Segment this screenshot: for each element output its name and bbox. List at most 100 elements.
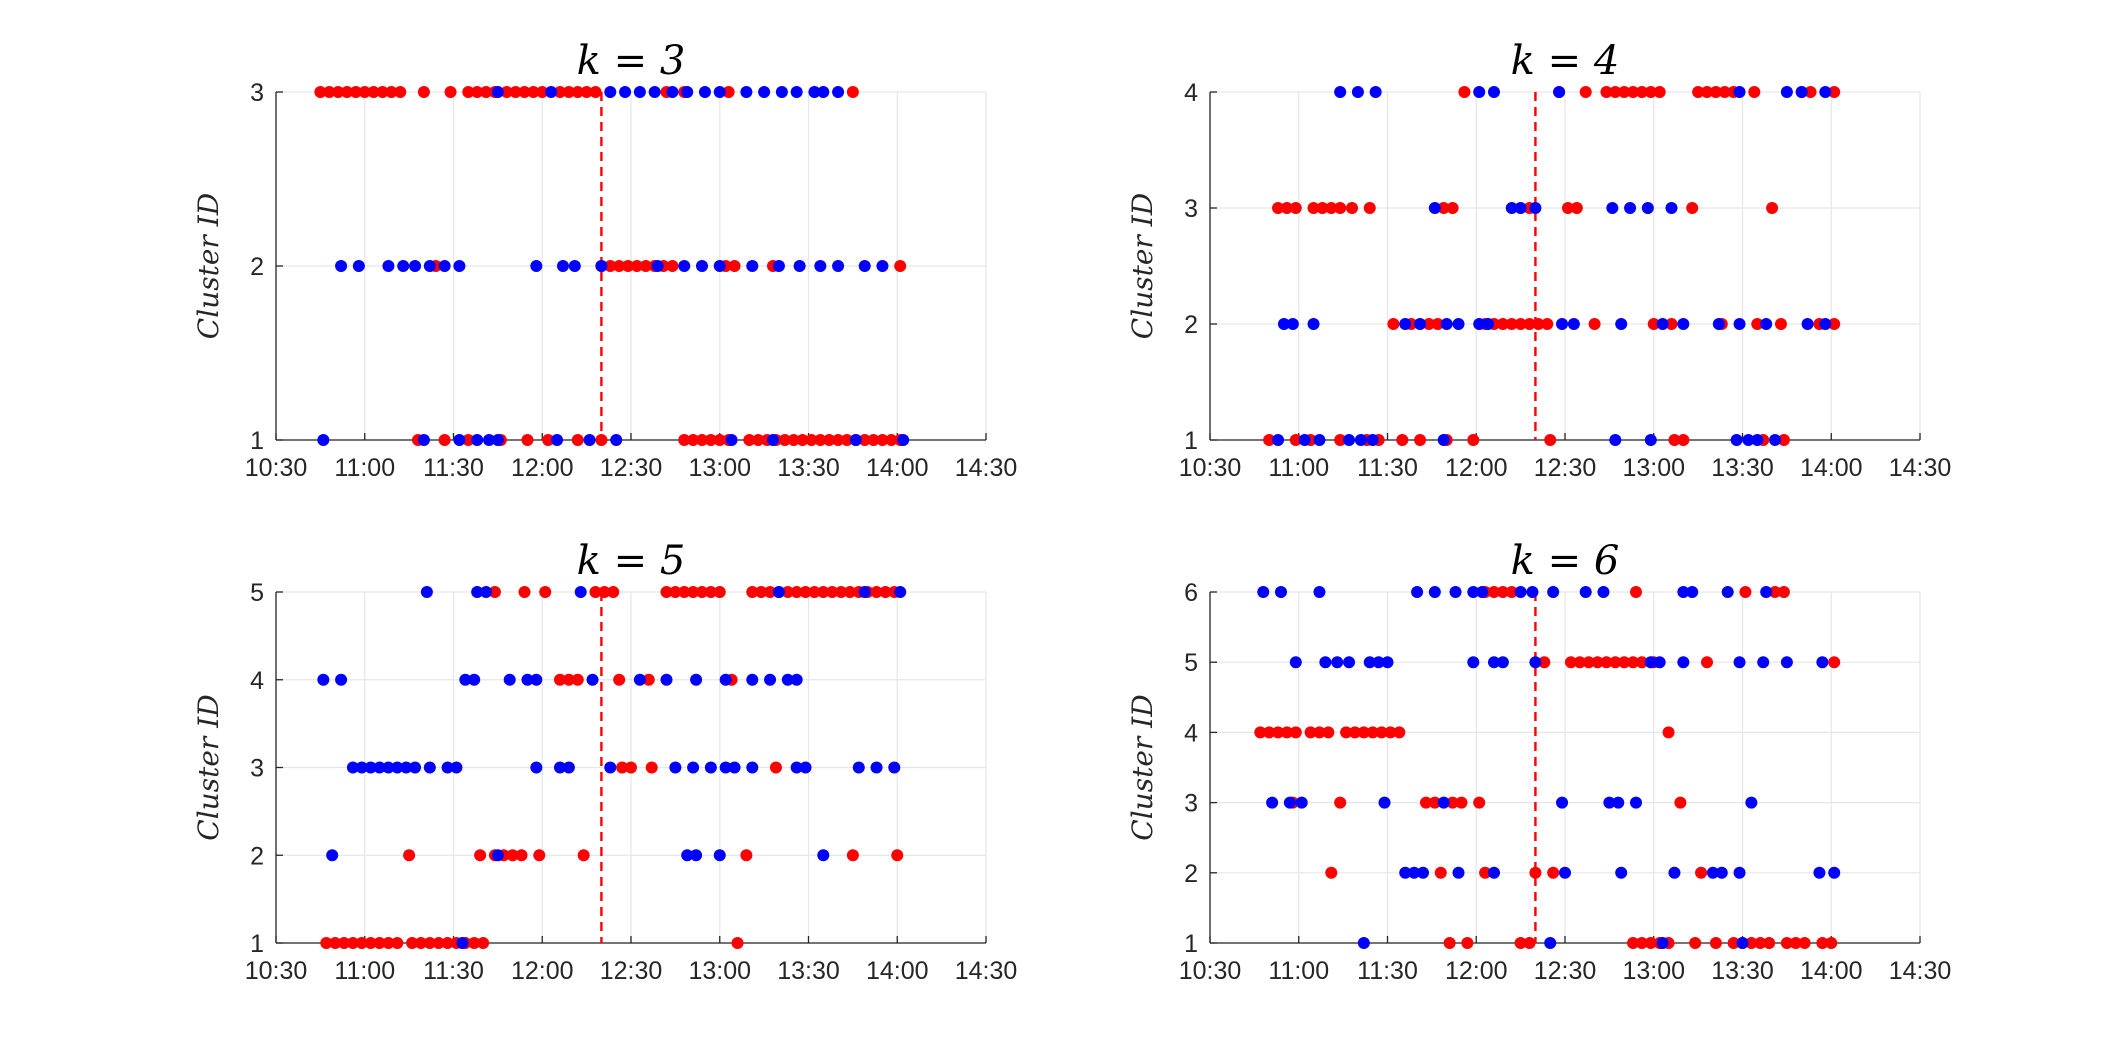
- data-point: [1644, 937, 1657, 949]
- data-point: [355, 937, 368, 949]
- data-point: [571, 434, 584, 446]
- data-point: [1277, 318, 1290, 330]
- data-point: [1275, 586, 1287, 598]
- data-point: [681, 849, 694, 862]
- data-point: [382, 937, 395, 949]
- data-point: [790, 586, 803, 598]
- x-tick-label: 14:30: [955, 454, 1018, 482]
- data-point: [1343, 656, 1356, 669]
- data-point: [438, 260, 451, 272]
- data-point: [858, 260, 871, 272]
- data-point: [1414, 434, 1427, 446]
- data-point: [414, 937, 427, 949]
- data-point: [1272, 726, 1285, 739]
- data-point: [539, 586, 552, 598]
- data-point: [746, 761, 759, 774]
- data-point: [1254, 726, 1267, 739]
- data-point: [545, 86, 558, 98]
- data-point: [1662, 726, 1675, 739]
- data-point: [1559, 866, 1571, 879]
- data-point: [341, 86, 353, 98]
- data-point: [633, 673, 646, 686]
- data-point: [1618, 86, 1631, 98]
- data-point: [666, 86, 679, 98]
- data-point: [1479, 866, 1492, 879]
- data-point: [441, 761, 454, 774]
- data-point: [752, 434, 765, 446]
- x-tick-label: 11:30: [1357, 454, 1418, 482]
- data-point: [1544, 937, 1557, 949]
- data-point: [728, 761, 741, 774]
- data-point: [713, 434, 726, 446]
- data-point: [1357, 726, 1370, 739]
- data-point: [1411, 586, 1424, 598]
- y-tick-label: 2: [1184, 311, 1198, 339]
- data-point: [1635, 656, 1648, 669]
- data-point: [462, 86, 475, 98]
- x-tick-label: 13:30: [777, 957, 840, 985]
- data-point: [1816, 656, 1829, 669]
- data-point: [1556, 318, 1569, 330]
- y-tick-label: 4: [250, 667, 264, 695]
- subplot-k6: 10:30 11:00 11:30 12:00 12:30 13:00 13:30 14:00…: [1126, 538, 1951, 985]
- data-point: [713, 260, 726, 272]
- data-point: [772, 586, 785, 598]
- data-point: [346, 937, 359, 949]
- data-point: [769, 761, 782, 774]
- data-point: [1313, 726, 1326, 739]
- data-point: [373, 937, 386, 949]
- data-point: [409, 761, 422, 774]
- data-point: [799, 586, 812, 598]
- data-point: [731, 937, 744, 949]
- x-tick-label: 12:00: [1445, 957, 1508, 985]
- data-point: [725, 434, 738, 446]
- data-point: [772, 260, 785, 272]
- data-point: [376, 86, 389, 98]
- y-tick-label: 2: [1184, 860, 1198, 888]
- data-point: [1363, 202, 1376, 214]
- data-point: [687, 434, 700, 446]
- data-point: [1742, 434, 1755, 446]
- data-point: [1739, 586, 1752, 598]
- x-tick-label: 14:00: [866, 957, 929, 985]
- data-point: [1612, 796, 1625, 809]
- x-tick-label: 12:00: [1445, 454, 1508, 482]
- data-point: [1641, 202, 1654, 214]
- data-point: [391, 937, 404, 949]
- x-tick-label: 14:30: [1889, 454, 1952, 482]
- data-point: [1644, 86, 1657, 98]
- data-point: [1618, 656, 1631, 669]
- x-tick-label: 12:30: [600, 957, 663, 985]
- data-point: [1757, 656, 1770, 669]
- data-point: [1496, 318, 1509, 330]
- data-point: [719, 761, 732, 774]
- x-tick-label: 11:30: [423, 454, 484, 482]
- data-point: [832, 260, 845, 272]
- data-point: [382, 260, 395, 272]
- data-point: [1428, 796, 1441, 809]
- data-point: [1289, 726, 1302, 739]
- data-point: [432, 937, 445, 949]
- data-point: [1544, 434, 1557, 446]
- data-point: [1529, 202, 1542, 214]
- data-point: [1346, 202, 1358, 214]
- data-point: [1307, 202, 1320, 214]
- subplot-title: k = 6: [1511, 538, 1620, 584]
- y-axis-label: Cluster ID: [192, 694, 225, 840]
- data-point: [1343, 434, 1356, 446]
- data-point: [462, 434, 475, 446]
- x-tick-label: 13:00: [688, 454, 751, 482]
- data-point: [506, 849, 519, 862]
- series-0: [1254, 586, 1841, 949]
- y-tick-label: 1: [250, 427, 264, 455]
- data-point: [1434, 866, 1447, 879]
- data-point: [1644, 656, 1657, 669]
- data-point: [746, 586, 759, 598]
- data-point: [1363, 656, 1376, 669]
- data-point: [1488, 586, 1500, 598]
- data-point: [1316, 202, 1329, 214]
- data-point: [858, 586, 871, 598]
- data-point: [1591, 656, 1604, 669]
- data-point: [799, 761, 812, 774]
- y-tick-label: 3: [1184, 195, 1198, 223]
